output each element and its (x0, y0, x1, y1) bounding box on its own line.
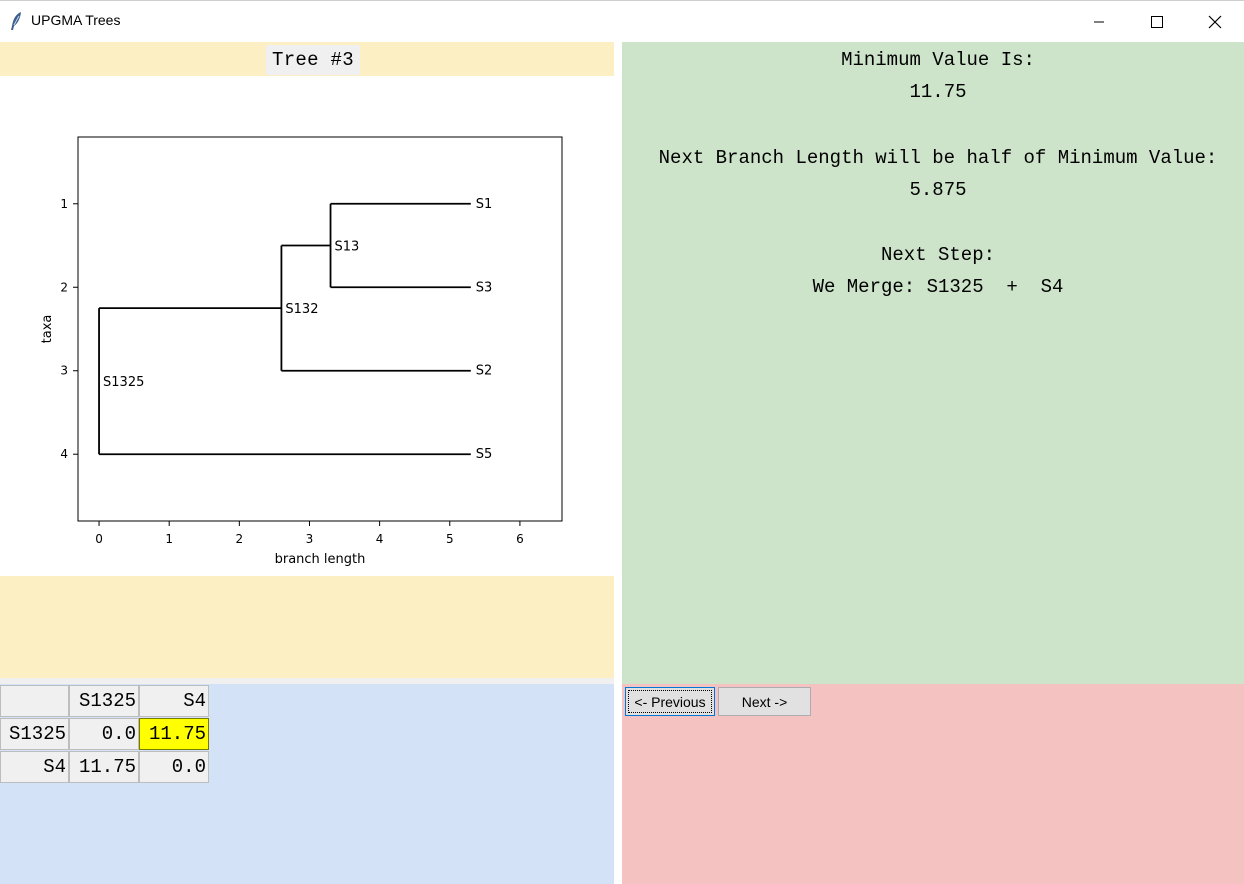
y-tick-label: 2 (60, 280, 68, 294)
vertical-divider (614, 42, 622, 884)
node-label: S1325 (103, 375, 144, 390)
matrix-row-label: S4 (0, 751, 69, 783)
merge-text: We Merge: S1325 + S4 (812, 276, 1064, 298)
navigation-panel: <- Previous Next -> (622, 684, 1244, 884)
x-tick-label: 3 (306, 532, 314, 546)
minimum-value: 11.75 (909, 81, 967, 103)
node-label: S132 (285, 302, 318, 317)
matrix-header-cell: S1325 (69, 685, 139, 717)
x-tick-label: 4 (376, 532, 384, 546)
leaf-label: S1 (476, 197, 493, 212)
matrix-cell: 11.75 (69, 751, 139, 783)
window-title: UPGMA Trees (31, 12, 121, 28)
matrix-cell: 0.0 (139, 751, 209, 783)
leaf-label: S2 (476, 364, 493, 379)
previous-button[interactable]: <- Previous (625, 687, 715, 716)
matrix-cell-minimum: 11.75 (139, 718, 209, 750)
branch-length-label: Next Branch Length will be half of Minim… (658, 147, 1218, 169)
x-tick-label: 2 (236, 532, 244, 546)
matrix-cell: 0.0 (69, 718, 139, 750)
matrix-corner-cell (0, 685, 69, 717)
leaf-label: S5 (476, 447, 493, 462)
next-button[interactable]: Next -> (718, 687, 811, 716)
close-icon[interactable] (1186, 1, 1244, 43)
x-tick-label: 1 (165, 532, 173, 546)
y-tick-label: 4 (60, 447, 68, 461)
y-tick-label: 3 (60, 364, 68, 378)
minimum-value-label: Minimum Value Is: (841, 49, 1035, 71)
minimize-icon[interactable] (1070, 1, 1128, 43)
maximize-icon[interactable] (1128, 1, 1186, 43)
node-label: S13 (335, 240, 360, 255)
y-tick-label: 1 (60, 197, 68, 211)
x-tick-label: 0 (95, 532, 103, 546)
panel-divider (0, 678, 614, 684)
matrix-header-cell: S4 (139, 685, 209, 717)
dendrogram-chart: 0 1 2 3 4 5 6 1 2 3 4 branch length taxa S1 S3 S2 S5 S13 S… (40, 136, 563, 567)
tree-title-label: Tree #3 (266, 45, 360, 75)
info-panel: Minimum Value Is: 11.75 Next Branch Leng… (622, 42, 1244, 684)
x-tick-label: 6 (516, 532, 524, 546)
distance-matrix-panel: S1325 S4 S1325 0.0 11.75 S4 11.75 0.0 (0, 684, 614, 884)
x-axis-label: branch length (275, 552, 366, 567)
tree-title: Tree #3 (272, 49, 354, 71)
dendrogram-plot: 0 1 2 3 4 5 6 1 2 3 4 branch length taxa S1 S3 S2 S5 S13 S… (0, 76, 614, 576)
x-tick-label: 5 (446, 532, 454, 546)
matrix-row-label: S1325 (0, 718, 69, 750)
next-step-label: Next Step: (880, 244, 996, 266)
y-axis-label: taxa (40, 315, 55, 344)
plot-frame (77, 136, 563, 522)
leaf-label: S3 (476, 280, 493, 295)
title-bar: UPGMA Trees (0, 0, 1244, 42)
feather-icon (8, 11, 26, 31)
branch-length-value: 5.875 (909, 179, 967, 201)
